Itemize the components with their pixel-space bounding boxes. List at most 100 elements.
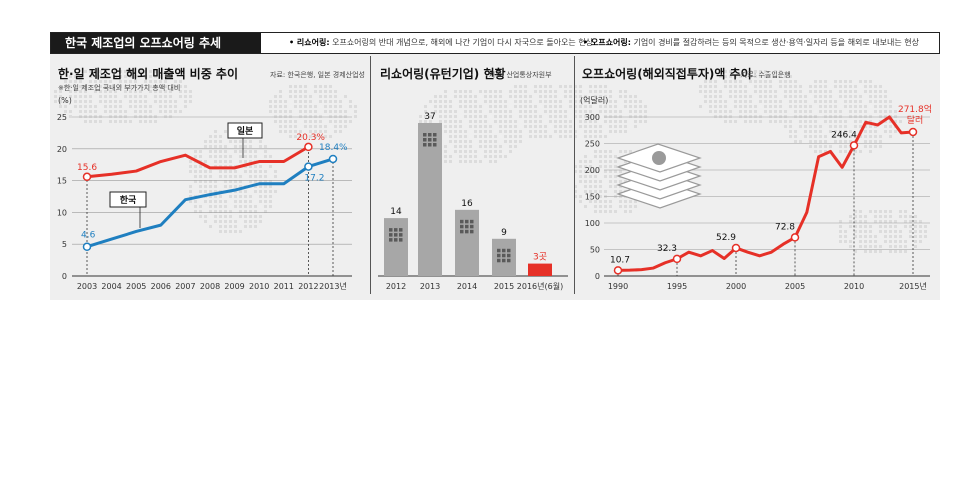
map-dot [834, 110, 837, 113]
map-dot [714, 110, 717, 113]
map-dot [519, 100, 522, 103]
map-dot [234, 225, 237, 228]
map-dot [464, 160, 467, 163]
map-dot [344, 125, 347, 128]
map-dot [219, 140, 222, 143]
map-dot [579, 85, 582, 88]
map-dot [624, 160, 627, 163]
map-dot [569, 130, 572, 133]
map-dot [259, 165, 262, 168]
map-dot [79, 85, 82, 88]
map-dot [594, 150, 597, 153]
map-dot [194, 200, 197, 203]
map-dot [584, 110, 587, 113]
map-dot [549, 95, 552, 98]
map-dot [849, 215, 852, 218]
chart-note: ※한·일 제조업 국내외 부가가치 총액 대비 [58, 83, 180, 92]
bar-window [497, 248, 501, 253]
map-dot [454, 140, 457, 143]
map-dot [494, 105, 497, 108]
map-dot [904, 220, 907, 223]
map-dot [729, 115, 732, 118]
map-dot [619, 200, 622, 203]
map-dot [84, 110, 87, 113]
map-dot [759, 115, 762, 118]
definition-text: 오프쇼어링의 반대 개념으로, 해외에 나간 기업이 다시 자국으로 돌아오는 … [332, 38, 594, 47]
map-dot [599, 190, 602, 193]
map-dot [64, 105, 67, 108]
map-dot [99, 70, 102, 73]
map-dot [489, 150, 492, 153]
map-dot [449, 105, 452, 108]
map-dot [874, 240, 877, 243]
map-dot [274, 175, 277, 178]
map-dot [814, 145, 817, 148]
map-dot [839, 120, 842, 123]
map-dot [604, 155, 607, 158]
map-dot [739, 100, 742, 103]
map-dot [114, 90, 117, 93]
map-dot [569, 90, 572, 93]
bar-window [389, 228, 393, 232]
map-dot [814, 85, 817, 88]
map-dot [154, 115, 157, 118]
map-dot [94, 90, 97, 93]
x-tick-label: 2011 [274, 282, 294, 291]
map-dot [609, 90, 612, 93]
map-dot [269, 195, 272, 198]
map-dot [209, 190, 212, 193]
map-dot [174, 110, 177, 113]
map-dot [449, 120, 452, 123]
y-axis-label: (%) [58, 96, 72, 105]
map-dot [219, 205, 222, 208]
map-dot [899, 250, 902, 253]
map-dot [864, 80, 867, 83]
map-dot [839, 95, 842, 98]
map-dot [494, 90, 497, 93]
map-dot [449, 100, 452, 103]
map-dot [884, 90, 887, 93]
map-dot [319, 90, 322, 93]
map-dot [64, 100, 67, 103]
map-dot [259, 140, 262, 143]
map-dot [809, 140, 812, 143]
map-dot [189, 190, 192, 193]
map-dot [214, 180, 217, 183]
map-dot [879, 100, 882, 103]
map-dot [534, 110, 537, 113]
map-dot [294, 135, 297, 138]
map-dot [634, 105, 637, 108]
map-dot [309, 135, 312, 138]
map-dot [829, 105, 832, 108]
map-dot [724, 105, 727, 108]
map-dot [889, 235, 892, 238]
map-dot [254, 175, 257, 178]
map-dot [249, 225, 252, 228]
map-dot [514, 105, 517, 108]
map-dot [634, 110, 637, 113]
map-dot [839, 140, 842, 143]
map-dot [464, 135, 467, 138]
map-dot [714, 105, 717, 108]
map-dot [524, 95, 527, 98]
map-dot [59, 105, 62, 108]
map-dot [509, 150, 512, 153]
map-dot [214, 130, 217, 133]
map-dot [204, 160, 207, 163]
map-dot [609, 105, 612, 108]
map-dot [349, 100, 352, 103]
bar-window [399, 238, 403, 242]
map-dot [614, 130, 617, 133]
map-dot [259, 170, 262, 173]
map-dot [784, 80, 787, 83]
map-dot [464, 105, 467, 108]
map-dot [84, 115, 87, 118]
map-dot [264, 180, 267, 183]
map-dot [869, 225, 872, 228]
map-dot [259, 220, 262, 223]
map-dot [579, 90, 582, 93]
map-dot [259, 215, 262, 218]
map-dot [824, 135, 827, 138]
definition-term: • 리쇼어링: [289, 38, 330, 47]
map-dot [704, 90, 707, 93]
